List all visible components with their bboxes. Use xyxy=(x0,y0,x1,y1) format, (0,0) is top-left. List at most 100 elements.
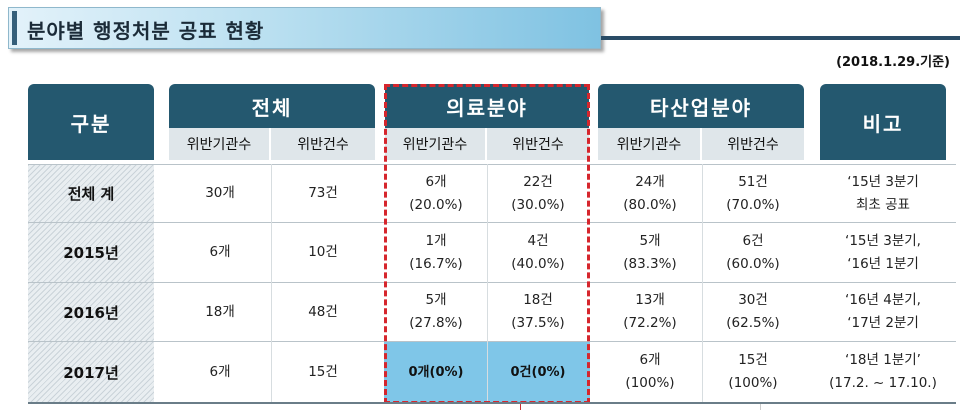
value: 30개 xyxy=(205,185,235,201)
value: 0건(0%) xyxy=(510,364,566,380)
cell-medical-institutions: 6개 (20.0%) xyxy=(385,165,487,222)
as-of-date: (2018.1.29.기준) xyxy=(836,55,950,70)
value: 6개 xyxy=(209,244,231,260)
column-divider xyxy=(487,164,488,402)
header-total: 전체 xyxy=(169,84,375,128)
value: 10건 xyxy=(308,244,338,260)
title-banner: 분야별 행정처분 공표 현황 xyxy=(8,7,601,49)
header-other-industry: 타산업분야 xyxy=(598,84,804,128)
tick-mark xyxy=(760,404,761,410)
note-line: ‘16년 4분기, xyxy=(845,292,921,308)
note-line: (17.2. ~ 17.10.) xyxy=(829,375,937,391)
cell-total-cases: 15건 xyxy=(271,342,375,402)
header-category: 구분 xyxy=(28,84,154,160)
title-accent-bar xyxy=(12,11,17,45)
header-medical: 의료분야 xyxy=(385,84,589,128)
cell-medical-institutions: 1개 (16.7%) xyxy=(385,223,487,282)
medical-column-emphasis-box xyxy=(384,84,590,404)
row-divider xyxy=(28,164,956,165)
cell-other-institutions: 6개 (100%) xyxy=(598,342,702,402)
percent: (27.8%) xyxy=(409,315,463,331)
value: 6개 xyxy=(209,363,231,380)
percent: (80.0%) xyxy=(623,196,677,213)
value: 6건 xyxy=(742,232,764,249)
cell-total-cases: 73건 xyxy=(271,165,375,222)
cell-medical-cases: 18건 (37.5%) xyxy=(487,283,589,341)
note-line: 최초 공표 xyxy=(856,196,910,213)
value: 73건 xyxy=(308,185,338,201)
column-divider xyxy=(271,164,272,402)
value: 30건 xyxy=(738,292,768,308)
note-line: ‘17년 2분기 xyxy=(847,315,919,331)
subheader-medical-cases: 위반건수 xyxy=(487,128,589,160)
row-label-2016: 2016년 xyxy=(28,283,154,341)
cell-note: ‘18년 1분기’ (17.2. ~ 17.10.) xyxy=(820,342,946,402)
value: 5개 xyxy=(425,292,447,308)
percent: (20.0%) xyxy=(409,196,463,213)
value: 15건 xyxy=(308,363,338,380)
cell-other-cases: 15건 (100%) xyxy=(702,342,804,402)
percent: (100%) xyxy=(728,375,778,391)
cell-total-institutions: 30개 xyxy=(169,165,271,222)
percent: (37.5%) xyxy=(511,315,565,331)
note-line: ‘15년 3분기, xyxy=(845,232,921,249)
value: 6개 xyxy=(639,352,661,368)
cell-other-cases: 30건 (62.5%) xyxy=(702,283,804,341)
percent: (100%) xyxy=(625,375,675,391)
cell-medical-institutions: 0개(0%) xyxy=(385,342,487,402)
value: 1개 xyxy=(425,232,447,249)
cell-note: ‘16년 4분기, ‘17년 2분기 xyxy=(820,283,946,341)
value: 6개 xyxy=(425,173,447,190)
percent: (30.0%) xyxy=(511,196,565,213)
percent: (72.2%) xyxy=(623,315,677,331)
note-line: ‘18년 1분기’ xyxy=(845,352,921,368)
cell-medical-cases: 22건 (30.0%) xyxy=(487,165,589,222)
value: 24개 xyxy=(635,173,665,190)
value: 18개 xyxy=(205,303,235,320)
table-bottom-border xyxy=(28,402,956,404)
subheader-medical-institutions: 위반기관수 xyxy=(385,128,487,160)
value: 0개(0%) xyxy=(408,364,464,380)
cell-other-cases: 51건 (70.0%) xyxy=(702,165,804,222)
row-label-2015: 2015년 xyxy=(28,223,154,282)
cell-other-institutions: 24개 (80.0%) xyxy=(598,165,702,222)
row-label-2017: 2017년 xyxy=(28,342,154,402)
row-divider xyxy=(28,341,956,342)
value: 18건 xyxy=(523,292,553,308)
percent: (16.7%) xyxy=(409,255,463,272)
cell-other-institutions: 5개 (83.3%) xyxy=(598,223,702,282)
subheader-total-cases: 위반건수 xyxy=(271,128,375,160)
value: 48건 xyxy=(308,303,338,320)
value: 15건 xyxy=(738,352,768,368)
subheader-other-institutions: 위반기관수 xyxy=(598,128,702,160)
value: 51건 xyxy=(738,173,768,190)
tick-mark xyxy=(520,404,521,410)
cell-medical-institutions: 5개 (27.8%) xyxy=(385,283,487,341)
percent: (83.3%) xyxy=(623,255,677,272)
header-note: 비고 xyxy=(820,84,946,160)
row-divider xyxy=(28,222,956,223)
cell-other-cases: 6건 (60.0%) xyxy=(702,223,804,282)
cell-medical-cases: 0건(0%) xyxy=(487,342,589,402)
percent: (70.0%) xyxy=(726,196,780,213)
title-underline xyxy=(601,36,960,40)
cell-total-institutions: 6개 xyxy=(169,223,271,282)
value: 13개 xyxy=(635,292,665,308)
cell-other-institutions: 13개 (72.2%) xyxy=(598,283,702,341)
percent: (60.0%) xyxy=(726,255,780,272)
cell-total-cases: 10건 xyxy=(271,223,375,282)
row-label-total: 전체 계 xyxy=(28,165,154,222)
cell-note: ‘15년 3분기, ‘16년 1분기 xyxy=(820,223,946,282)
percent: (40.0%) xyxy=(511,255,565,272)
cell-medical-cases: 4건 (40.0%) xyxy=(487,223,589,282)
subheader-total-institutions: 위반기관수 xyxy=(169,128,271,160)
note-line: ‘15년 3분기 xyxy=(847,173,919,190)
value: 5개 xyxy=(639,232,661,249)
subheader-other-cases: 위반건수 xyxy=(702,128,804,160)
column-divider xyxy=(702,164,703,402)
value: 4건 xyxy=(527,232,549,249)
row-divider xyxy=(28,282,956,283)
page-title: 분야별 행정처분 공표 현황 xyxy=(27,19,265,43)
percent: (62.5%) xyxy=(726,315,780,331)
